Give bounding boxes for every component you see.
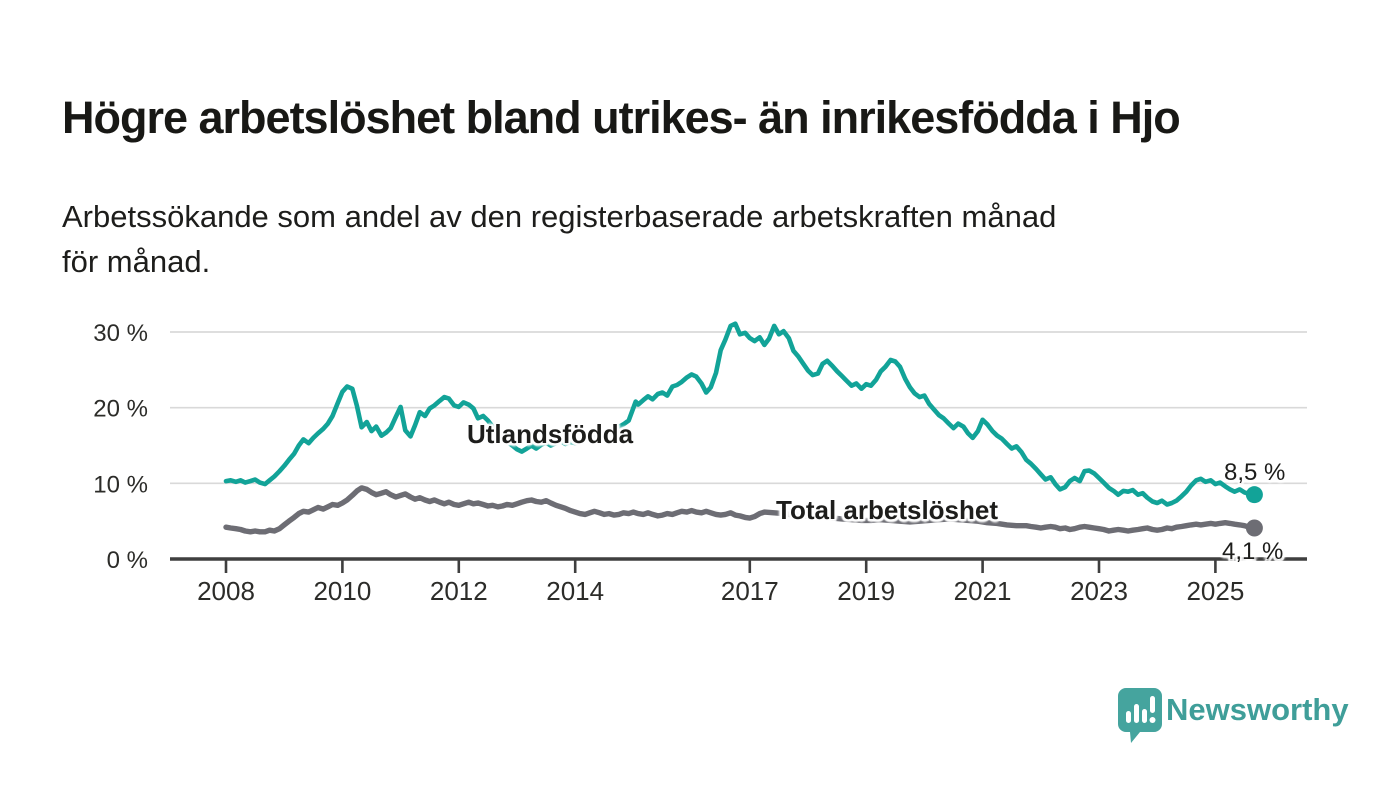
series-label-utlandsfodda: Utlandsfödda bbox=[467, 419, 634, 449]
y-axis-tick-label: 30 % bbox=[93, 320, 148, 347]
page-subtitle: Arbetssökande som andel av den registerb… bbox=[62, 199, 1057, 279]
x-axis-tick-label: 2021 bbox=[954, 576, 1012, 606]
end-value-label-utlandsfodda: 8,5 % bbox=[1224, 459, 1286, 486]
end-value-label-total: 4,1 % bbox=[1222, 538, 1284, 565]
x-axis-tick-label: 2023 bbox=[1070, 576, 1128, 606]
x-axis-tick-label: 2008 bbox=[197, 576, 255, 606]
series-end-dot-total-arbetsloshet bbox=[1245, 519, 1263, 537]
y-axis-tick-label: 20 % bbox=[93, 396, 148, 423]
series-end-dot-utlandsfodda bbox=[1245, 486, 1263, 504]
x-axis-tick-label: 2012 bbox=[430, 576, 488, 606]
x-axis-tick-label: 2017 bbox=[721, 576, 779, 606]
x-axis-tick-label: 2014 bbox=[546, 576, 604, 606]
series-line-total-arbetsloshet bbox=[223, 485, 1258, 535]
bar-chart-speech-bubble-icon bbox=[1118, 688, 1162, 743]
series-line-utlandsfodda bbox=[223, 321, 1257, 507]
brand-name: Newsworthy bbox=[1166, 692, 1349, 727]
y-axis-tick-label: 10 % bbox=[93, 471, 148, 498]
series-label-total-arbetsloshet: Total arbetslöshet bbox=[776, 495, 999, 525]
y-axis-tick-label: 0 % bbox=[107, 547, 148, 574]
x-axis-tick-label: 2010 bbox=[313, 576, 371, 606]
x-axis-tick-label: 2019 bbox=[837, 576, 895, 606]
x-axis-tick-label: 2025 bbox=[1186, 576, 1244, 606]
page-title: Högre arbetslöshet bland utrikes- än inr… bbox=[62, 92, 1181, 144]
